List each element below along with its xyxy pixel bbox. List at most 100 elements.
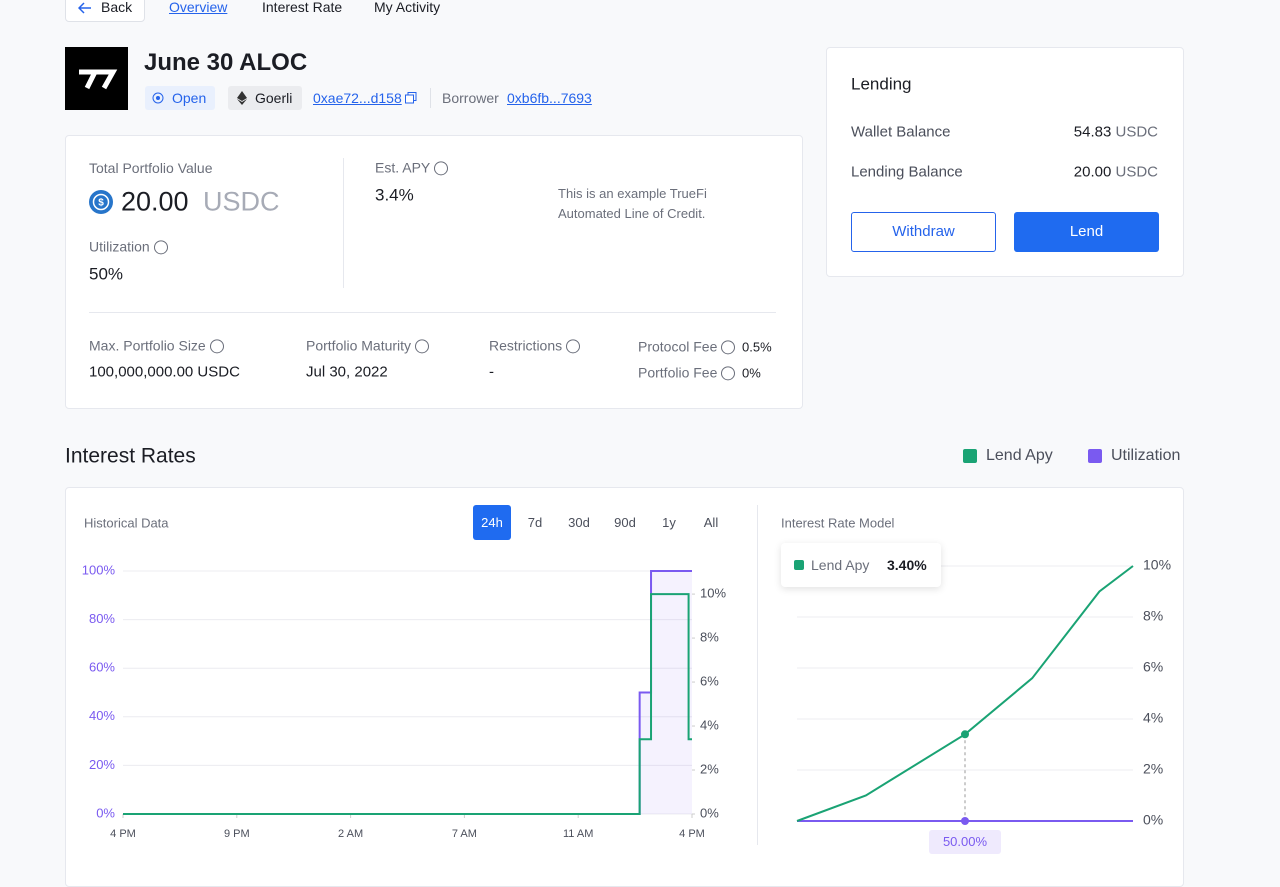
- tab[interactable]: Interest Rate: [262, 0, 343, 15]
- chart-title: Historical Data: [84, 515, 169, 531]
- range-button[interactable]: 90d: [614, 515, 636, 530]
- withdraw-button[interactable]: Withdraw: [851, 212, 996, 252]
- value: 50%: [89, 264, 124, 284]
- back-button[interactable]: [65, 0, 145, 22]
- y-tick-label: 8%: [1143, 608, 1163, 624]
- y-tick-label: 20%: [89, 757, 115, 772]
- value: 54.83: [1073, 123, 1112, 141]
- y2-tick-label: 10%: [700, 586, 726, 601]
- legend-label: Lend Apy: [986, 447, 1053, 464]
- label: Est. APY: [375, 160, 449, 176]
- label: Max. Portfolio Size: [89, 337, 224, 354]
- back-icon: [78, 2, 91, 14]
- address-link[interactable]: 0xae72...d158: [313, 90, 402, 106]
- help-icon[interactable]: [721, 366, 736, 381]
- value: -: [489, 363, 494, 381]
- value: 20.00: [1073, 163, 1112, 181]
- y2-tick-label: 0%: [700, 805, 719, 820]
- logo: [65, 47, 128, 110]
- overview-card: [65, 135, 803, 409]
- section-title: Interest Rates: [65, 444, 196, 468]
- tooltip-label: Lend Apy: [811, 557, 870, 573]
- tooltip-value: 3.40%: [887, 557, 927, 573]
- back-label[interactable]: Back: [101, 0, 133, 15]
- value: Jul 30, 2022: [306, 363, 388, 381]
- balance: 54.83 USDC: [1074, 125, 1158, 140]
- description: This is an example TrueFi Automated Line…: [558, 186, 707, 221]
- label: Restrictions: [489, 337, 581, 354]
- lend-button[interactable]: Lend: [1014, 212, 1159, 252]
- page-title: June 30 ALOC: [144, 49, 308, 76]
- total-unit: USDC: [203, 186, 280, 217]
- divider: [89, 312, 776, 313]
- label-text: Utilization: [89, 238, 150, 255]
- help-icon[interactable]: [566, 339, 581, 354]
- legend-label: Utilization: [1111, 447, 1181, 464]
- marker-dot: [961, 817, 969, 825]
- range-button[interactable]: 7d: [527, 515, 543, 530]
- y-tick-label: 6%: [1143, 659, 1163, 675]
- label: Lending Balance: [851, 163, 963, 181]
- x-tick-label: 7 AM: [452, 828, 477, 840]
- usdc-icon: $: [89, 190, 113, 214]
- label-text: Max. Portfolio Size: [89, 337, 206, 354]
- value: 0.5%: [742, 339, 772, 355]
- borrower-link[interactable]: 0xb6fb...7693: [507, 90, 592, 106]
- svg-text:$: $: [98, 198, 104, 209]
- legend-swatch: [1088, 449, 1102, 463]
- marker-dot: [961, 730, 969, 739]
- y2-tick-label: 8%: [700, 630, 719, 645]
- value: 3.4%: [375, 185, 414, 205]
- y-tick-label: 40%: [89, 708, 115, 723]
- label: Wallet Balance: [851, 123, 951, 141]
- help-icon[interactable]: [415, 339, 430, 354]
- status-pill: [145, 86, 215, 110]
- divider: [343, 158, 344, 288]
- range-button[interactable]: 1y: [662, 515, 676, 530]
- tooltip: [781, 543, 941, 587]
- y-tick-label: 100%: [82, 562, 116, 577]
- tooltip-swatch: [794, 560, 804, 570]
- tab[interactable]: Overview: [169, 0, 228, 15]
- help-icon[interactable]: [434, 161, 449, 176]
- network-pill: [228, 86, 302, 110]
- borrower-label: Borrower: [442, 90, 499, 106]
- legend-swatch: [963, 449, 977, 463]
- label-text: Portfolio Fee: [638, 364, 718, 381]
- y-tick-label: 0%: [1143, 812, 1163, 828]
- label-text: Restrictions: [489, 337, 563, 354]
- help-icon[interactable]: [153, 240, 168, 255]
- lending-title: Lending: [851, 74, 912, 94]
- y2-tick-label: 4%: [700, 717, 719, 732]
- help-icon[interactable]: [721, 340, 736, 355]
- page: Back Overview Interest Rate My Activity …: [65, 0, 1184, 887]
- y-tick-label: 60%: [89, 660, 115, 675]
- label: Portfolio Maturity: [306, 337, 430, 354]
- area: [123, 571, 692, 814]
- balance: 20.00 USDC: [1074, 165, 1158, 180]
- chart-title: Interest Rate Model: [781, 515, 895, 531]
- y2-tick-label: 2%: [700, 761, 719, 776]
- y-tick-label: 0%: [96, 805, 115, 820]
- step-line: [123, 593, 692, 815]
- label: Portfolio Fee: [638, 364, 736, 381]
- charts: 0% 20% 40% 60% 80% 100% 0% 2% 4% 6% 8% 10% 4 PM 9 PM 2…: [82, 557, 1171, 840]
- label: Total Portfolio Value: [89, 160, 213, 176]
- range-button[interactable]: All: [703, 515, 719, 530]
- tab[interactable]: My Activity: [374, 0, 441, 15]
- y-tick-label: 2%: [1143, 761, 1163, 777]
- x-tick-label: 11 AM: [563, 828, 593, 840]
- y2-tick-label: 6%: [700, 673, 719, 688]
- line: [796, 565, 1134, 822]
- range-button[interactable]: 30d: [568, 515, 590, 530]
- label-text: Portfolio Maturity: [306, 337, 412, 354]
- status: Open: [172, 90, 207, 106]
- label: Utilization: [89, 238, 168, 255]
- divider: [430, 88, 431, 108]
- label: Protocol Fee: [638, 338, 736, 355]
- y-tick-label: 4%: [1143, 710, 1163, 726]
- help-icon[interactable]: [209, 339, 224, 354]
- range-button[interactable]: 24h: [473, 505, 511, 540]
- copy-icon[interactable]: [405, 92, 417, 104]
- label-text: Protocol Fee: [638, 338, 718, 355]
